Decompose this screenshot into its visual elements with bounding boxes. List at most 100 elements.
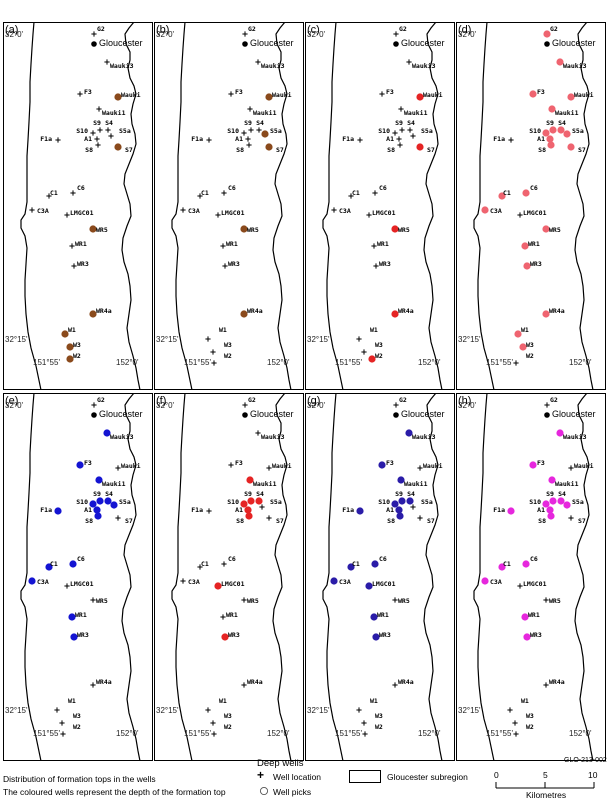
well-label-s5a: S5a — [119, 498, 131, 506]
well-label-w3: W3 — [224, 341, 232, 349]
well-pick-c6 — [522, 560, 530, 568]
well-location-icon: + — [257, 768, 265, 782]
well-location-g2 — [393, 31, 399, 37]
well-label-c6: C6 — [77, 555, 85, 563]
well-label-w2: W2 — [73, 352, 81, 360]
well-location-w2 — [362, 731, 368, 737]
well-label-wr3: WR3 — [379, 631, 391, 639]
panel-map-svg — [3, 393, 153, 761]
well-pick-s10 — [542, 129, 550, 137]
well-location-lmgc01 — [64, 583, 70, 589]
lon-left-label: 151°55' — [335, 358, 362, 367]
well-pick-wauki3 — [556, 58, 564, 66]
well-location-wr5 — [543, 597, 549, 603]
well-pick-c3a — [330, 577, 338, 585]
well-label-f1a: F1a — [191, 506, 203, 514]
well-label-s9: S9 — [546, 490, 554, 498]
well-label-s5a: S5a — [270, 498, 282, 506]
well-label-c3a: C3A — [188, 207, 200, 215]
well-label-wr5: WR5 — [96, 597, 108, 605]
well-location-f3 — [228, 462, 234, 468]
well-label-f3: F3 — [235, 459, 243, 467]
lat-top-label: 32°0' — [307, 401, 326, 410]
well-location-s7 — [115, 515, 121, 521]
well-label-c3a: C3A — [339, 207, 351, 215]
well-label-s7: S7 — [427, 517, 435, 525]
well-label-g2: G2 — [97, 25, 105, 33]
well-location-w2 — [211, 360, 217, 366]
well-label-a1: A1 — [84, 135, 92, 143]
well-label-wauki1: Wauki1 — [253, 109, 277, 117]
well-label-c1: C1 — [352, 560, 360, 568]
well-location-wauki — [266, 465, 272, 471]
well-label-wr3: WR3 — [228, 631, 240, 639]
well-location-wauki1 — [96, 106, 102, 112]
well-location-f1a — [206, 508, 212, 514]
lon-right-label: 152°0' — [267, 358, 290, 367]
well-label-wr1: WR1 — [226, 240, 238, 248]
lon-right-label: 152°0' — [569, 358, 592, 367]
well-pick-s5a — [110, 501, 118, 509]
gloucester-town-marker — [393, 412, 399, 418]
well-label-f3: F3 — [84, 459, 92, 467]
well-label-wauki3: Wauki3 — [563, 62, 587, 70]
well-location-s9 — [248, 127, 254, 133]
subregion-boundary-east — [574, 22, 594, 390]
well-location-s7 — [568, 515, 574, 521]
gloucester-town-marker — [544, 41, 550, 47]
well-label-s9: S9 — [244, 119, 252, 127]
panel-map-svg — [456, 22, 606, 390]
well-label-wr3: WR3 — [77, 631, 89, 639]
well-pick-wr1 — [370, 613, 378, 621]
lat-bottom-label: 32°15' — [5, 706, 28, 715]
well-location-wr3 — [222, 263, 228, 269]
well-pick-wauki3 — [556, 429, 564, 437]
well-pick-a1 — [244, 506, 252, 514]
well-pick-wauki — [416, 93, 424, 101]
well-label-g2: G2 — [550, 25, 558, 33]
well-location-wr1 — [371, 243, 377, 249]
well-location-wauki — [115, 465, 121, 471]
well-pick-wr3 — [372, 633, 380, 641]
well-label-s9: S9 — [93, 490, 101, 498]
well-location-wr1 — [220, 243, 226, 249]
well-label-f3: F3 — [386, 459, 394, 467]
well-pick-c3a — [28, 577, 36, 585]
well-pick-f1a — [356, 507, 364, 515]
well-label-s4: S4 — [407, 490, 415, 498]
well-location-g2 — [91, 31, 97, 37]
well-label-w1: W1 — [521, 326, 529, 334]
map-panel-6: (f) 32°0' 32°15' 151°55' 152°0' Gloucester G2 W… — [154, 393, 304, 761]
well-location-s9 — [97, 127, 103, 133]
well-pick-wr5 — [89, 225, 97, 233]
gloucester-town-marker — [393, 41, 399, 47]
well-label-wauki1: Wauki1 — [555, 480, 579, 488]
well-pick-s4 — [406, 497, 414, 505]
well-pick-s4 — [557, 126, 565, 134]
well-pick-wauki1 — [95, 476, 103, 484]
legend-title: Deep wells — [257, 758, 304, 769]
well-label-a1: A1 — [386, 135, 394, 143]
subregion-boundary-west — [20, 22, 42, 390]
well-location-w2 — [60, 731, 66, 737]
panel-label: (h) — [458, 395, 472, 407]
gloucester-town-marker — [91, 412, 97, 418]
well-label-wauki: Wauki — [121, 91, 141, 99]
well-label-c6: C6 — [530, 555, 538, 563]
well-pick-s7 — [567, 143, 575, 151]
well-label-wauki3: Wauki3 — [261, 433, 285, 441]
well-label-wr4a: WR4a — [549, 307, 565, 315]
well-location-wr3 — [373, 263, 379, 269]
well-label-w3: W3 — [224, 712, 232, 720]
well-label-s5a: S5a — [270, 127, 282, 135]
well-location-c3a — [29, 207, 35, 213]
well-label-a1: A1 — [235, 506, 243, 514]
map-panel-7: (g) 32°0' 32°15' 151°55' 152°0' Gloucester G2 W… — [305, 393, 455, 761]
well-pick-wauki3 — [103, 429, 111, 437]
well-location-c3a — [180, 207, 186, 213]
well-location-f3 — [77, 91, 83, 97]
gloucester-town-marker — [91, 41, 97, 47]
lat-top-label: 32°0' — [5, 401, 24, 410]
well-label-w2: W2 — [73, 723, 81, 731]
well-label-s5a: S5a — [572, 127, 584, 135]
